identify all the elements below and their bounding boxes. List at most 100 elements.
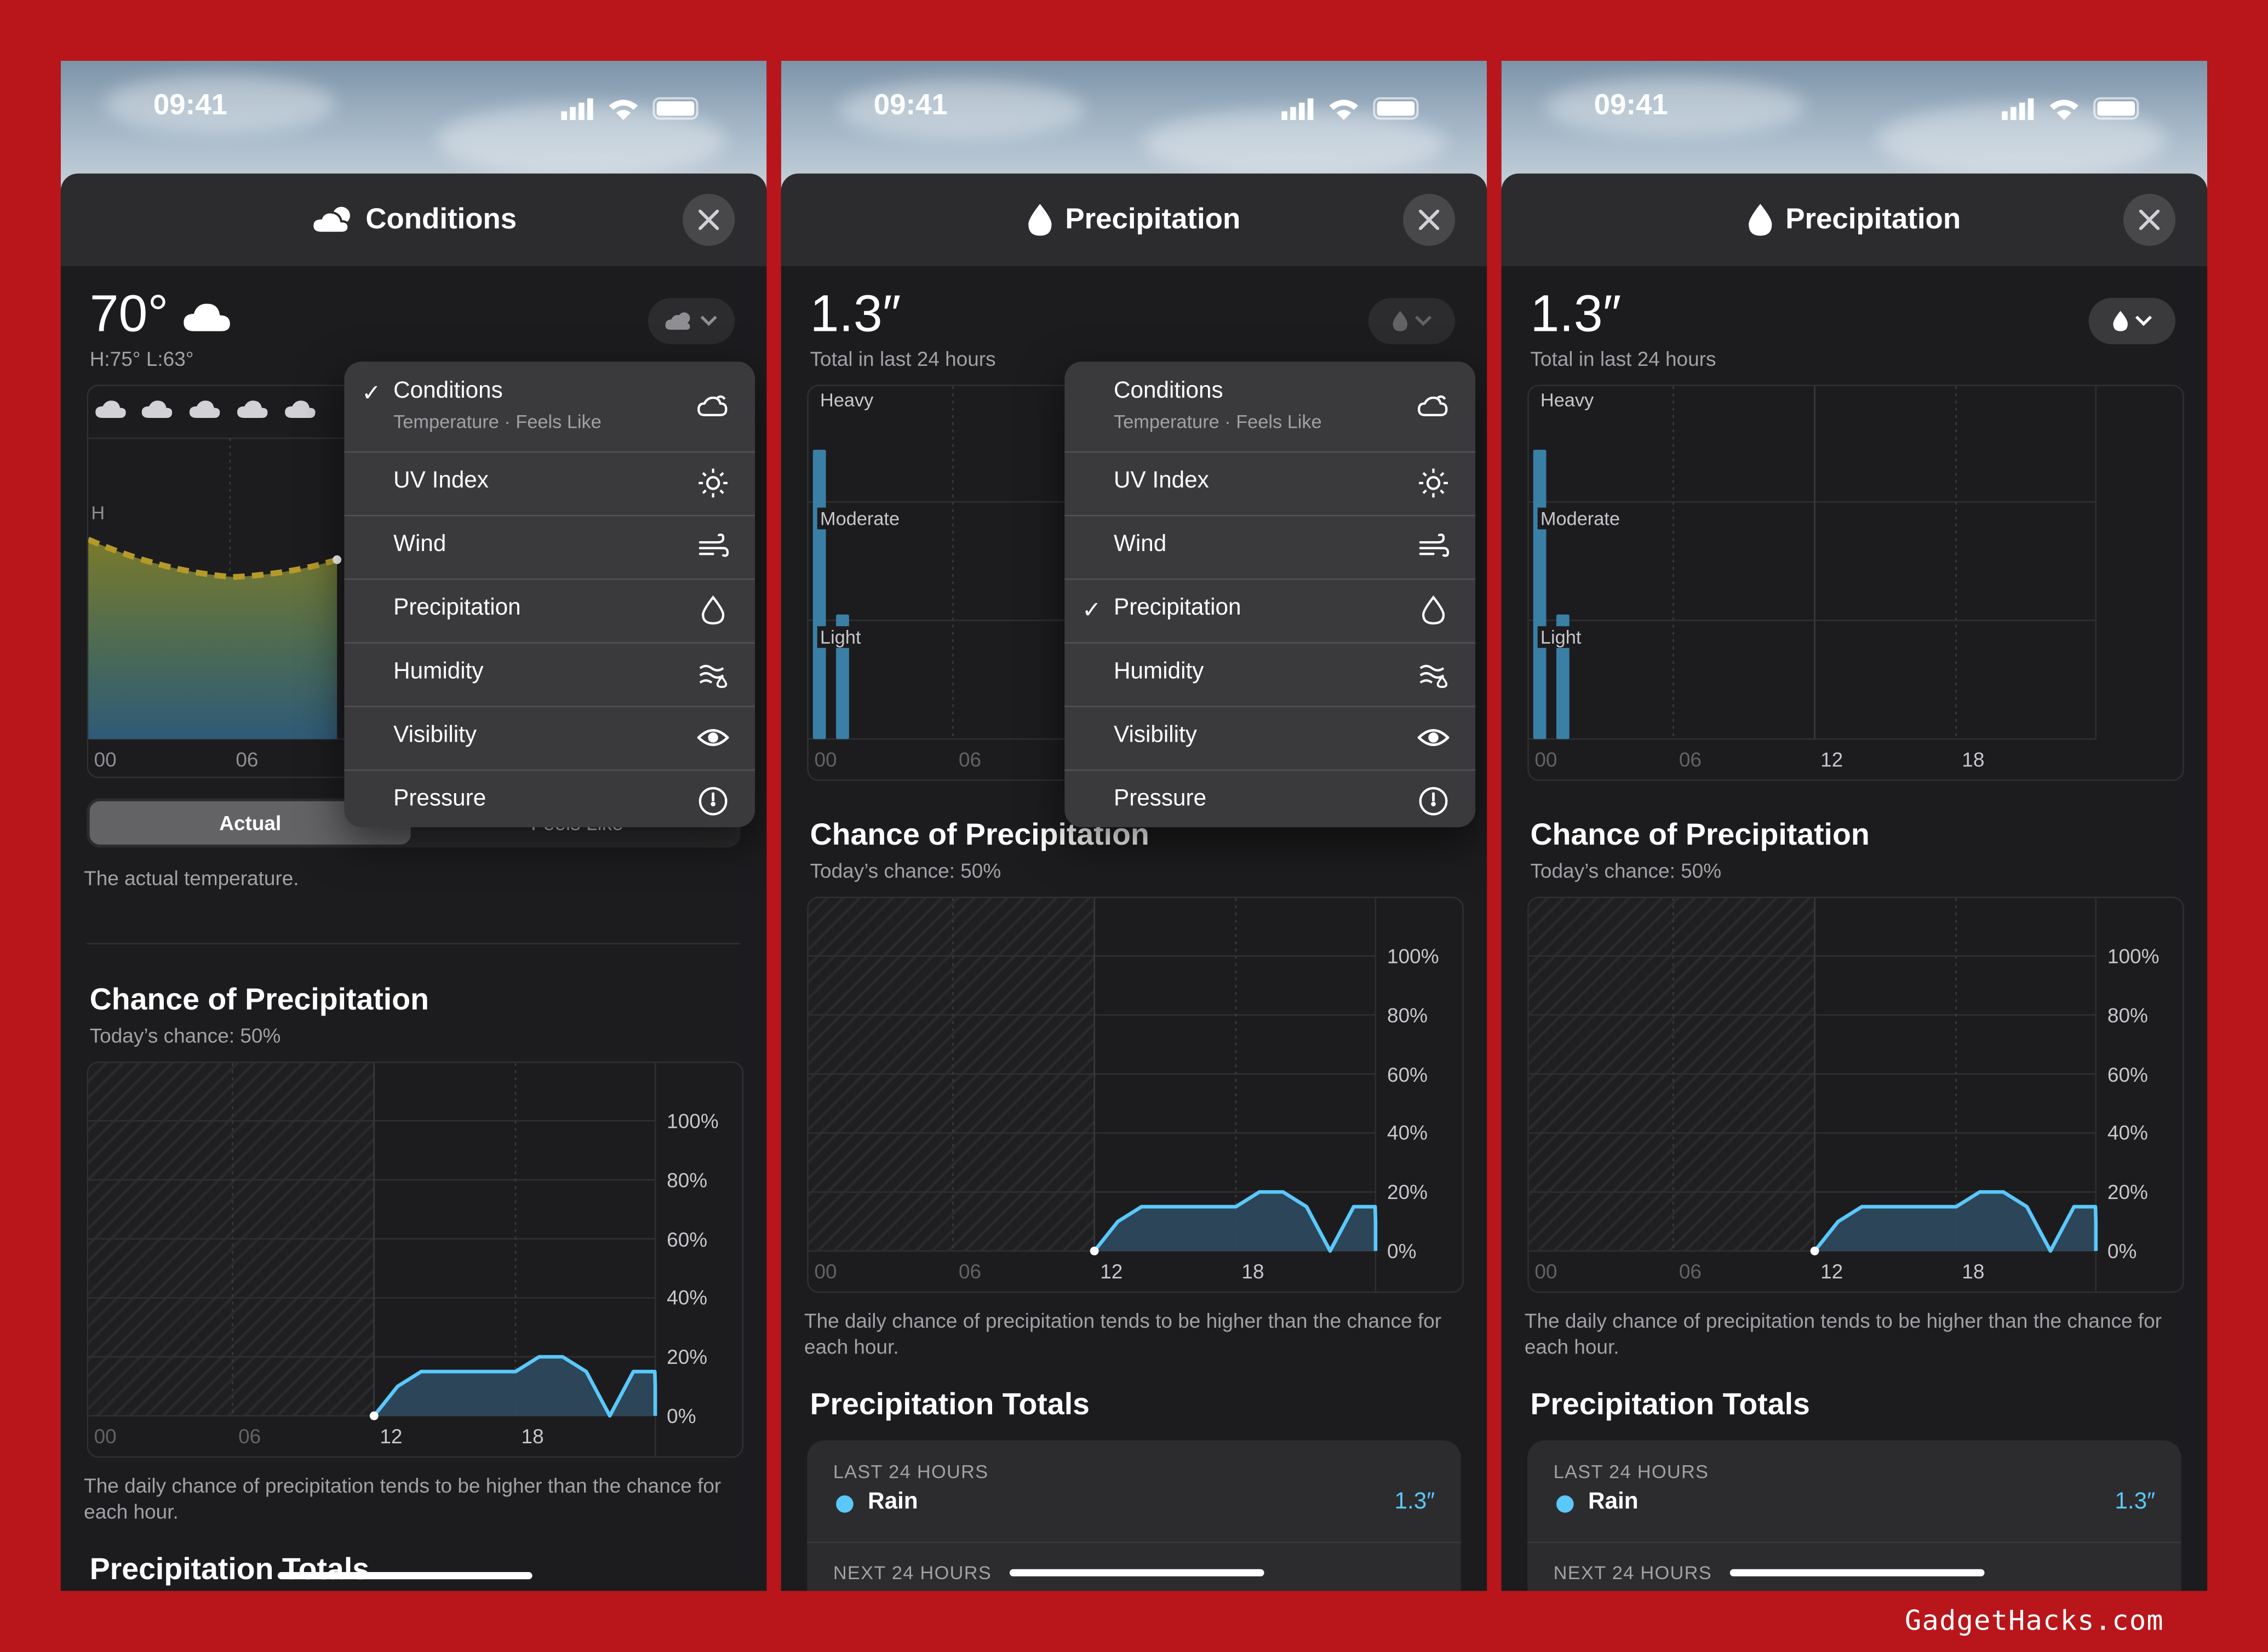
y-tick: 100% bbox=[1387, 944, 1439, 968]
close-icon bbox=[2139, 209, 2160, 230]
menu-item-label: Wind bbox=[393, 532, 446, 557]
y-tick: 20% bbox=[1387, 1180, 1428, 1204]
x-tick: 12 bbox=[1820, 1259, 1843, 1283]
menu-item-precipitation[interactable]: Precipitation bbox=[344, 578, 755, 644]
rain-label: Rain bbox=[868, 1489, 918, 1515]
next-24-label: NEXT 24 HOURS bbox=[1553, 1562, 1713, 1584]
current-hour-dot bbox=[1810, 1246, 1819, 1255]
watermark: GadgetHacks.com bbox=[1905, 1605, 2164, 1637]
hour-condition-icons bbox=[95, 400, 316, 418]
x-tick: 18 bbox=[1241, 1259, 1264, 1283]
x-tick: 00 bbox=[94, 748, 117, 771]
sky-background bbox=[781, 60, 1487, 191]
checkmark-icon: ✓ bbox=[362, 382, 381, 406]
close-button[interactable] bbox=[2123, 193, 2176, 246]
level-label: Moderate bbox=[1537, 507, 1623, 530]
rain-dot bbox=[1556, 1495, 1574, 1513]
menu-item-conditions[interactable]: Conditions Temperature · Feels Like ✓ bbox=[344, 362, 755, 453]
x-tick: 12 bbox=[1100, 1259, 1123, 1283]
level-label: Heavy bbox=[1537, 389, 1597, 411]
precipitation-chart[interactable]: Heavy Moderate Light 00 06 12 18 bbox=[1527, 385, 2184, 781]
menu-item-uv-index[interactable]: UV Index bbox=[344, 451, 755, 517]
divider bbox=[1527, 1541, 2181, 1544]
chevron-down-icon bbox=[700, 316, 717, 326]
chance-chart[interactable]: 100% 80% 60% 40% 20% 0% 00 06 12 18 bbox=[807, 896, 1464, 1293]
level-label: Heavy bbox=[817, 389, 877, 411]
totals-card: LAST 24 HOURS Rain 1.3″ NEXT 24 HOURS bbox=[807, 1440, 1461, 1591]
rain-dot bbox=[836, 1495, 854, 1513]
drop-icon bbox=[1749, 204, 1773, 236]
current-temperature: 70° bbox=[90, 283, 232, 344]
sheet-title: Conditions bbox=[365, 203, 517, 236]
drop-icon bbox=[1029, 204, 1052, 236]
rain-value: 1.3″ bbox=[1394, 1489, 1435, 1515]
current-hour-dot bbox=[369, 1411, 379, 1420]
menu-item-label: UV Index bbox=[393, 468, 489, 494]
y-tick: 40% bbox=[667, 1286, 708, 1310]
divider bbox=[807, 1541, 1461, 1544]
chance-note: The daily chance of precipitation tends … bbox=[804, 1309, 1442, 1358]
phone-conditions: 09:41 Conditions 70° bbox=[60, 60, 767, 1591]
wind-icon bbox=[1419, 534, 1450, 557]
menu-item-conditions[interactable]: Conditions Temperature · Feels Like bbox=[1064, 362, 1476, 453]
eye-icon bbox=[1417, 729, 1450, 746]
divider bbox=[87, 943, 741, 945]
metric-picker-button[interactable] bbox=[2088, 297, 2176, 345]
menu-item-visibility[interactable]: Visibility bbox=[1064, 705, 1476, 771]
menu-item-label: Visibility bbox=[393, 723, 477, 748]
home-indicator bbox=[1729, 1569, 1985, 1576]
menu-item-humidity[interactable]: Humidity bbox=[344, 642, 755, 708]
menu-item-pressure[interactable]: Pressure bbox=[1064, 770, 1475, 828]
x-tick: 00 bbox=[94, 1424, 117, 1448]
humidity-icon bbox=[1419, 664, 1448, 688]
chance-line bbox=[1813, 1190, 2098, 1253]
close-button[interactable] bbox=[683, 193, 735, 246]
cloud-sun-icon bbox=[665, 312, 690, 330]
menu-item-label: Wind bbox=[1114, 532, 1167, 557]
eye-icon bbox=[697, 729, 729, 746]
y-tick: 40% bbox=[2107, 1121, 2148, 1145]
menu-item-visibility[interactable]: Visibility bbox=[344, 705, 755, 771]
y-tick: 20% bbox=[2107, 1180, 2148, 1204]
menu-item-wind[interactable]: Wind bbox=[1064, 515, 1476, 580]
precipitation-total: 1.3″ bbox=[810, 283, 901, 343]
y-tick: 0% bbox=[1387, 1239, 1417, 1263]
menu-item-sublabel: Temperature · Feels Like bbox=[1114, 410, 1322, 433]
x-tick: 06 bbox=[1679, 1259, 1702, 1283]
menu-item-label: Conditions bbox=[1114, 378, 1223, 404]
sheet-title: Precipitation bbox=[1785, 203, 1961, 236]
menu-item-uv-index[interactable]: UV Index bbox=[1064, 451, 1476, 517]
home-indicator bbox=[1009, 1569, 1264, 1576]
current-dot bbox=[333, 555, 342, 564]
status-time: 09:41 bbox=[153, 89, 227, 122]
menu-item-humidity[interactable]: Humidity bbox=[1064, 642, 1476, 708]
chance-chart[interactable]: 100% 80% 60% 40% 20% 0% 00 06 12 18 bbox=[1527, 896, 2184, 1293]
y-tick: 20% bbox=[667, 1345, 708, 1369]
status-bar: 09:41 bbox=[781, 90, 1487, 128]
metric-picker-button[interactable] bbox=[1368, 297, 1456, 345]
drop-icon bbox=[702, 595, 725, 625]
menu-item-sublabel: Temperature · Feels Like bbox=[393, 410, 602, 433]
menu-item-label: Precipitation bbox=[393, 595, 521, 621]
menu-item-pressure[interactable]: Pressure bbox=[344, 770, 755, 828]
totals-title: Precipitation Totals bbox=[1530, 1388, 1810, 1422]
menu-item-label: Pressure bbox=[393, 787, 486, 812]
signal-wifi-battery-icon bbox=[2002, 97, 2139, 121]
y-tick: 0% bbox=[2107, 1239, 2137, 1263]
sheet-header: Precipitation bbox=[1501, 173, 2208, 266]
status-time: 09:41 bbox=[1594, 89, 1668, 122]
menu-item-wind[interactable]: Wind bbox=[344, 515, 755, 580]
x-tick: 00 bbox=[814, 748, 837, 771]
precipitation-sheet: Precipitation 1.3″ Total in last 24 hour… bbox=[781, 173, 1487, 1591]
menu-item-precipitation[interactable]: Precipitation ✓ bbox=[1064, 578, 1476, 644]
close-button[interactable] bbox=[1403, 193, 1456, 246]
menu-item-label: Pressure bbox=[1114, 787, 1207, 812]
conditions-sheet: Conditions 70° H:75° L:63° bbox=[60, 173, 767, 1591]
status-time: 09:41 bbox=[873, 89, 948, 122]
x-tick: 18 bbox=[1962, 1259, 1985, 1283]
total-caption: Total in last 24 hours bbox=[810, 347, 996, 370]
chance-sub: Today’s chance: 50% bbox=[810, 859, 1001, 882]
metric-picker-button[interactable] bbox=[648, 297, 735, 345]
x-tick: 00 bbox=[1534, 1259, 1557, 1283]
chance-chart[interactable]: 100% 80% 60% 40% 20% 0% 00 06 12 18 bbox=[87, 1061, 744, 1458]
